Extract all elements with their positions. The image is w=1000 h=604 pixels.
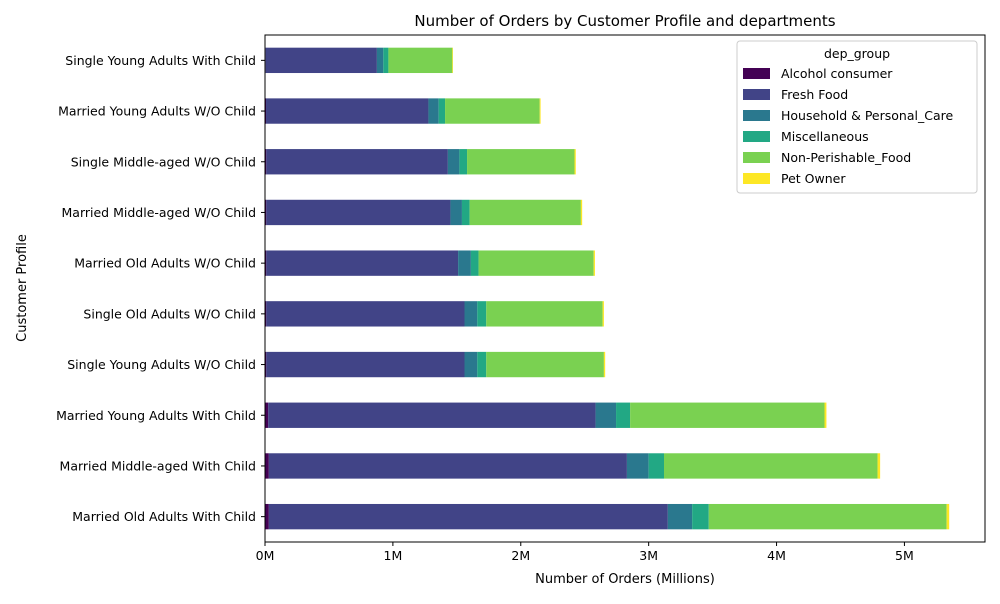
bar-segment [268,402,596,428]
bar-segment [630,402,825,428]
bar-segment [438,98,446,124]
plot-frame [264,34,986,543]
bar-segment [477,351,487,378]
x-tick-label: 5M [895,548,914,563]
bar-segment [664,453,878,479]
y-tick-label: Married Middle-aged W/O Child [62,205,256,220]
bar-segment [265,199,267,226]
bar-segment [265,503,269,530]
bar-segment [946,503,950,530]
legend-box [736,40,978,194]
y-tick-label: Single Young Adults W/O Child [67,357,256,372]
x-tick-label: 3M [639,548,658,563]
legend-label: Household & Personal_Care [781,108,953,123]
bar-segment [580,199,583,226]
bar-segment [265,250,267,276]
bar-segment [486,301,603,327]
y-tick-label: Single Old Adults W/O Child [83,306,256,321]
bar-segment [477,301,487,327]
bar-segment [376,47,384,74]
bar-segment [447,149,460,175]
bar-segment [383,47,389,74]
bar-segment [470,250,479,276]
bar-segment [626,453,649,479]
bar-segment [428,98,439,124]
bar-segment [268,453,627,479]
bar-segment [452,47,453,74]
legend: dep_group Alcohol consumer Fresh Food House… [736,40,978,194]
bar-segment [486,351,604,378]
bar-segment [450,199,462,226]
bar-segment [467,149,575,175]
y-axis-label: Customer Profile [15,234,30,342]
legend-swatch [743,131,770,142]
x-tick-label: 1M [384,548,403,563]
bar-segment [603,351,606,378]
legend-label: Alcohol consumer [781,66,893,81]
bar-segment [478,250,594,276]
y-axis: Married Old Adults With Child Married Mid… [56,53,265,524]
y-tick-label: Married Old Adults W/O Child [74,256,256,271]
bar-segment [464,301,478,327]
bar-segment [824,402,827,428]
legend-swatch [743,110,770,121]
bar-segment [692,503,709,530]
legend-label: Non-Perishable_Food [781,150,911,165]
bar-segment [667,503,693,530]
bar-segment [459,149,468,175]
bar-segment [268,503,668,530]
legend-swatch [743,152,770,163]
x-tick-label: 4M [767,548,786,563]
x-tick-label: 0M [256,548,275,563]
x-axis-label: Number of Orders (Millions) [535,572,715,587]
legend-label: Miscellaneous [781,129,869,144]
y-tick-label: Single Middle-aged W/O Child [71,154,256,169]
bar-segment [266,301,465,327]
chart-title: Number of Orders by Customer Profile and… [414,12,835,30]
bar-segment [265,98,267,124]
bar-segment [265,301,267,327]
y-tick-label: Single Young Adults With Child [65,53,256,68]
legend-title: dep_group [824,46,890,61]
bar-segment [266,149,448,175]
y-tick-label: Married Old Adults With Child [72,509,256,524]
bar-segment [595,402,617,428]
bar-segment [265,402,269,428]
legend-swatch [743,89,770,100]
bar-segment [388,47,453,74]
legend-label: Pet Owner [781,171,846,186]
bar-segment [265,453,269,479]
bar-segment [266,98,429,124]
bar-segment [458,250,471,276]
bar-segment [265,47,377,74]
bar-segment [602,301,604,327]
bar-segment [708,503,947,530]
bar-segment [464,351,478,378]
bar-segment [266,199,451,226]
bar-segment [266,250,459,276]
y-tick-label: Married Young Adults With Child [56,408,256,423]
bar-segment [266,351,465,378]
bar-segment [574,149,576,175]
bar-segment [265,351,267,378]
bar-segment [265,149,267,175]
bar-segment [445,98,540,124]
bar-segment [648,453,665,479]
legend-swatch [743,173,770,184]
bar-segment [616,402,631,428]
x-tick-label: 2M [511,548,530,563]
bar-segment [469,199,581,226]
bar-segment [539,98,541,124]
bar-segment [877,453,881,479]
legend-label: Fresh Food [781,87,848,102]
x-axis: 0M 1M 2M 3M 4M 5M [256,542,914,563]
y-tick-label: Married Middle-aged With Child [60,458,256,473]
bars-group [265,47,950,530]
y-tick-label: Married Young Adults W/O Child [58,104,256,119]
legend-swatch [743,68,770,79]
bar-segment [461,199,470,226]
bar-segment [593,250,595,276]
